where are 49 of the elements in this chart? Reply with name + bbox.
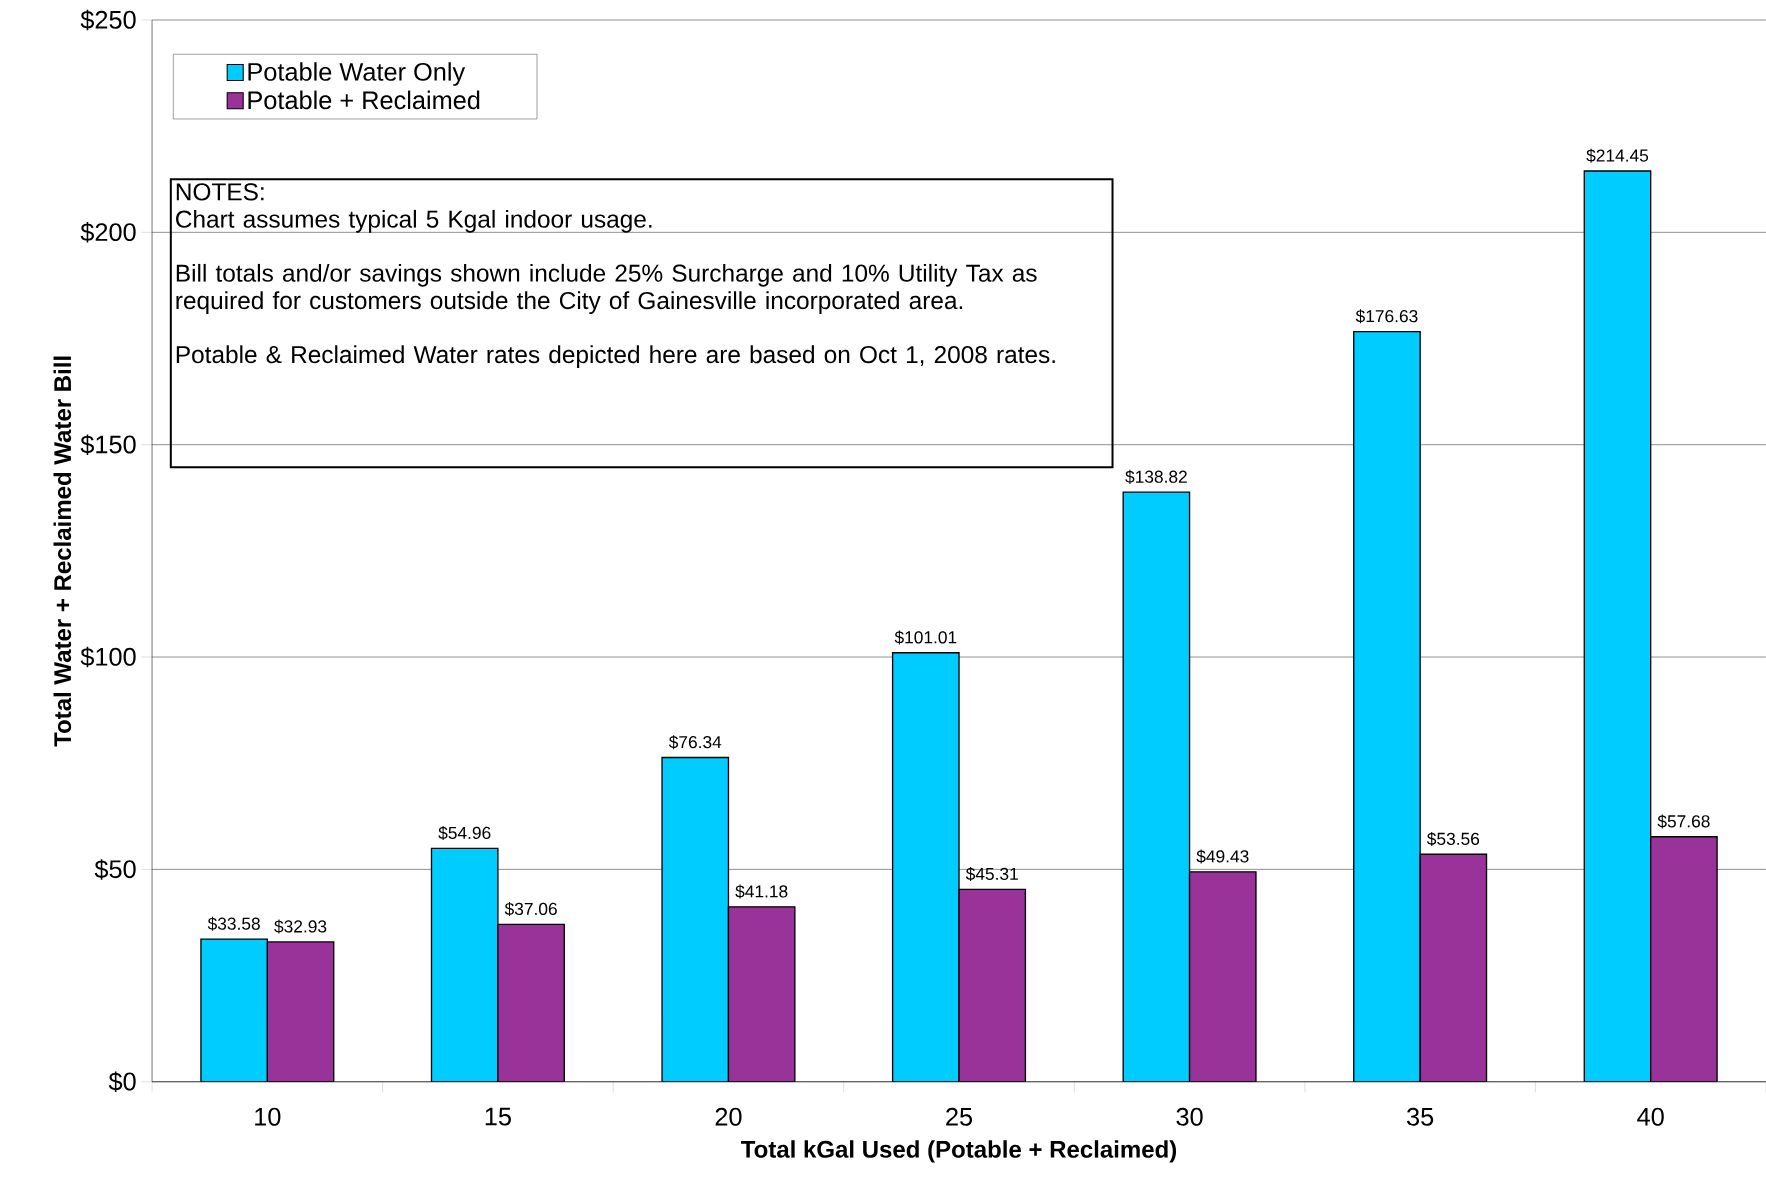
y-tick-label: $250 <box>80 9 136 31</box>
annotation: Potable & Reclaimed Water rates depicted here are based on Oct 1, 2008 rates. <box>176 345 1055 368</box>
bar <box>661 756 730 1082</box>
bar <box>1122 491 1191 1082</box>
data-label: $33.58 <box>207 916 260 931</box>
data-label: $76.34 <box>668 735 722 750</box>
bar <box>200 938 269 1082</box>
x-tick-label: 15 <box>485 1107 511 1126</box>
data-label: $45.31 <box>965 866 1018 881</box>
bar <box>958 888 1027 1082</box>
data-label: $53.56 <box>1427 831 1480 846</box>
y-tick-label: $50 <box>94 859 136 880</box>
data-label: $32.93 <box>274 919 327 934</box>
bar <box>727 906 796 1082</box>
x-axis-title: Total kGal Used (Potable + Reclaimed) <box>741 1140 1177 1163</box>
annotation: NOTES: <box>176 183 264 201</box>
y-tick-label: $100 <box>80 646 136 668</box>
bar <box>497 923 565 1082</box>
data-label: $176.63 <box>1355 309 1418 324</box>
y-tick-label: $200 <box>80 222 136 243</box>
bar <box>430 847 499 1082</box>
annotation: Bill totals and/or savings shown include 25% Surcharge and 10% Utility Tax as required for customers outside the City of Gainesville incorporated area. <box>176 263 1037 314</box>
x-tick-label: 30 <box>1176 1107 1203 1126</box>
y-tick-label: $150 <box>80 434 136 455</box>
x-tick-label: 10 <box>255 1107 281 1126</box>
data-label: $37.06 <box>504 901 557 917</box>
annotation: Chart assumes typical 5 Kgal indoor usage. <box>176 209 652 233</box>
legend-label: Potable + Reclaimed <box>248 90 480 110</box>
x-tick-label: 40 <box>1637 1107 1664 1126</box>
y-tick-label: $0 <box>108 1071 136 1092</box>
bar <box>891 652 960 1082</box>
data-label: $101.01 <box>894 630 957 645</box>
bar <box>1650 836 1718 1082</box>
data-label: $138.82 <box>1125 469 1187 484</box>
x-tick-label: 20 <box>715 1107 742 1126</box>
data-label: $214.45 <box>1586 148 1649 163</box>
data-label: $57.68 <box>1657 814 1710 829</box>
y-axis-title: Total Water + Reclaimed Water Bill <box>53 356 72 747</box>
data-label: $49.43 <box>1196 849 1249 864</box>
bar <box>266 941 335 1082</box>
data-label: $54.96 <box>438 825 491 840</box>
bar <box>1188 871 1257 1082</box>
x-tick-label: 35 <box>1407 1107 1434 1126</box>
bar <box>1419 853 1488 1082</box>
bar <box>1583 170 1652 1082</box>
data-label: $41.18 <box>735 884 788 899</box>
legend-label: Potable Water Only <box>248 62 466 86</box>
x-tick-label: 25 <box>946 1107 973 1126</box>
bar <box>1353 330 1421 1082</box>
